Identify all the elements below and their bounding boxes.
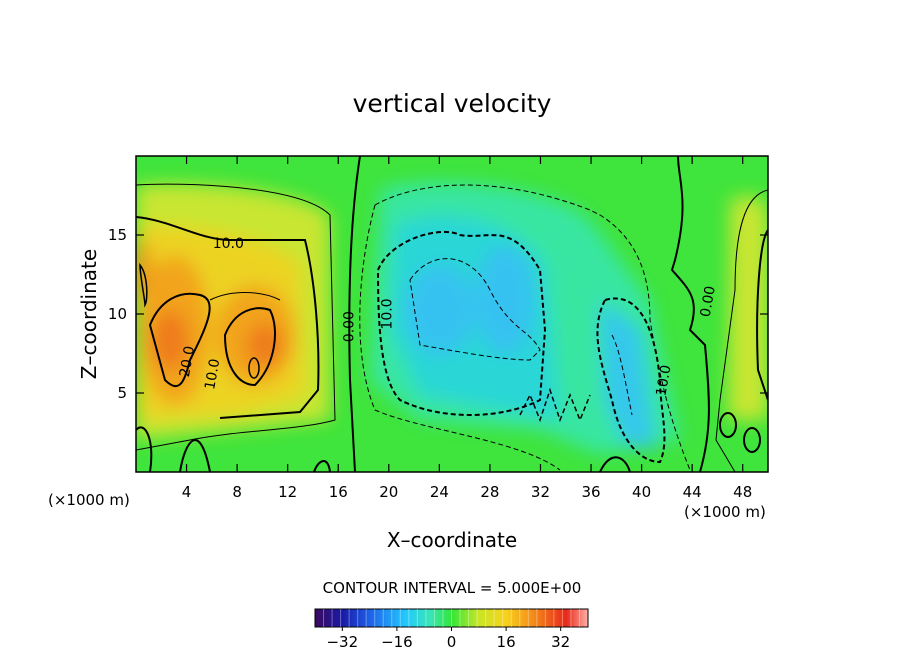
x-axis-label: X–coordinate [387, 528, 517, 552]
colorbar-tick-label: −32 [326, 633, 358, 651]
contour-label: 20.0 [177, 345, 198, 378]
chart-title: vertical velocity [353, 89, 552, 118]
contour-labels: 10.020.0 10.00.00 10.010.00.00 [177, 236, 719, 397]
contour-label-text: 0.00 [341, 311, 357, 342]
x-tick-label: 16 [329, 483, 348, 501]
colorbar: −32 −16 0 16 32 [314, 608, 589, 651]
contour-interval: CONTOUR INTERVAL = 5.000E+00 [323, 579, 582, 597]
contour-label-text: 10.0 [379, 298, 395, 329]
contour-label: 0.00 [341, 311, 357, 342]
x-tick-label: 40 [632, 483, 651, 501]
colorbar-tick-label: 0 [447, 633, 457, 651]
contour-label: 0.00 [698, 285, 719, 318]
x-tick-label: 24 [430, 483, 449, 501]
contour-label: 10.0 [379, 298, 395, 329]
y-tick-label: 15 [108, 226, 127, 244]
x-tick-label: 28 [480, 483, 499, 501]
x-tick-label: 32 [531, 483, 550, 501]
contour-label-text: 10.0 [202, 357, 223, 390]
colorbar-ticks: −32 −16 0 16 32 [326, 627, 570, 651]
contour-label-text: 10.0 [213, 236, 244, 252]
contour-label: 10.0 [202, 357, 223, 390]
x-tick-label: 48 [733, 483, 752, 501]
x-tick-label: 36 [581, 483, 600, 501]
contour-label: 10.0 [213, 236, 244, 252]
y-tick-label: 10 [108, 305, 127, 323]
x-tick-label: 12 [278, 483, 297, 501]
contour-label-text: 20.0 [177, 345, 198, 378]
x-tick-label: 8 [232, 483, 242, 501]
x-tick-label: 4 [182, 483, 192, 501]
x-unit-right: (×1000 m) [684, 503, 766, 521]
contour-label-text: 10.0 [653, 364, 674, 397]
y-axis-ticks: 5 10 15 [108, 226, 768, 402]
contour-label-text: 0.00 [698, 285, 719, 318]
x-tick-label: 20 [379, 483, 398, 501]
x-axis-ticks: 4 8 12 16 20 24 28 32 36 40 44 48 [182, 156, 752, 501]
x-tick-label: 44 [683, 483, 702, 501]
heatmap-field [136, 156, 768, 472]
contour-label: 10.0 [653, 364, 674, 397]
colorbar-segments [323, 609, 580, 627]
x-unit-left: (×1000 m) [48, 491, 130, 509]
colorbar-tick-label: 32 [551, 633, 570, 651]
colorbar-tick-label: −16 [381, 633, 413, 651]
y-axis-label: Z–coordinate [77, 249, 101, 379]
y-tick-label: 5 [117, 384, 127, 402]
colorbar-tick-label: 16 [497, 633, 516, 651]
